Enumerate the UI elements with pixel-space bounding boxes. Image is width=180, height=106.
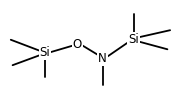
Text: Si: Si — [128, 33, 139, 46]
Text: N: N — [98, 52, 107, 65]
Text: O: O — [73, 38, 82, 51]
Text: Si: Si — [40, 47, 50, 59]
